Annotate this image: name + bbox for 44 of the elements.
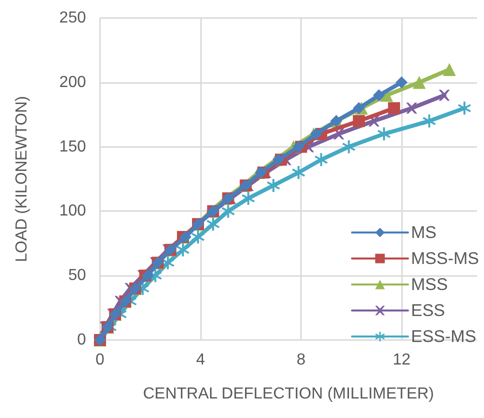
- point: [222, 204, 235, 218]
- point: [314, 153, 328, 166]
- point: [292, 166, 306, 180]
- point: [242, 192, 255, 205]
- x-tick-label: 4: [196, 352, 206, 368]
- point: [179, 230, 192, 243]
- point: [412, 76, 426, 89]
- point: [438, 90, 450, 101]
- point: [352, 102, 365, 114]
- point: [422, 114, 436, 128]
- legend-label: MSS: [411, 275, 448, 294]
- point: [388, 102, 400, 114]
- point: [458, 102, 471, 115]
- point: [406, 102, 418, 114]
- legend-label: MSS-MS: [411, 249, 479, 268]
- y-tick-label: 100: [59, 202, 86, 220]
- y-tick-label: 150: [59, 138, 86, 156]
- point: [272, 154, 284, 166]
- y-axis-title: LOAD (KILONEWTON): [14, 96, 30, 262]
- legend-label: MS: [411, 223, 436, 242]
- point: [142, 270, 154, 282]
- point: [266, 178, 280, 192]
- point: [378, 127, 391, 140]
- point: [310, 128, 322, 140]
- point: [176, 243, 190, 256]
- y-tick-label: 0: [77, 332, 86, 348]
- x-tick-label: 8: [296, 352, 306, 368]
- point: [352, 115, 365, 128]
- point: [372, 89, 385, 102]
- x-axis-title: CENTRAL DEFLECTION (MILLIMETER): [143, 386, 434, 402]
- legend-label: ESS-MS: [411, 327, 476, 346]
- point: [292, 140, 305, 153]
- y-tick-label: 50: [68, 267, 86, 284]
- legend-label: ESS: [411, 301, 446, 320]
- point: [254, 166, 267, 179]
- point: [206, 218, 220, 231]
- y-tick-label: 200: [59, 74, 86, 91]
- y-tick-label: 250: [59, 10, 86, 26]
- point: [342, 140, 356, 154]
- point: [442, 63, 456, 76]
- point: [396, 76, 408, 88]
- x-tick-label: 12: [392, 352, 411, 368]
- point: [192, 230, 205, 244]
- x-tick-label: 0: [96, 352, 105, 368]
